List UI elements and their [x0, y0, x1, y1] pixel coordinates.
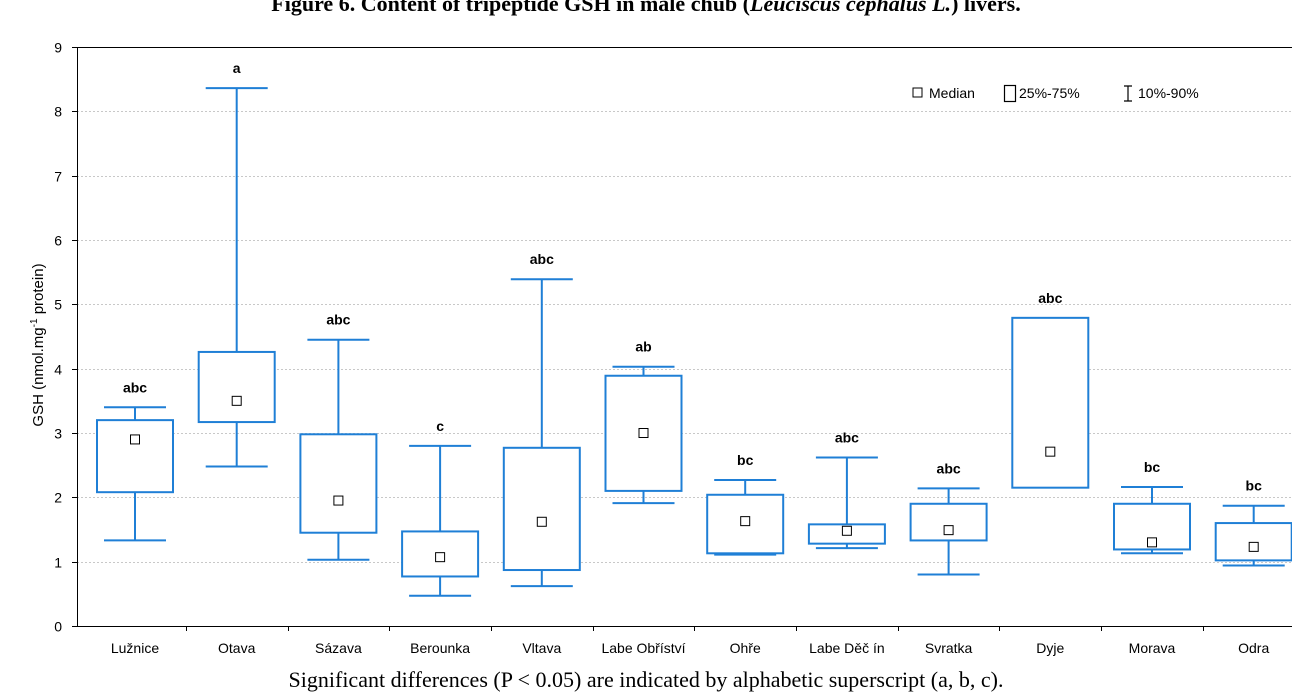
y-axis-title-tail: protein) [30, 263, 47, 318]
significance-label: c [436, 418, 444, 434]
significance-label: ab [635, 339, 651, 355]
significance-label: abc [1038, 290, 1062, 306]
box-iqr [1214, 522, 1292, 562]
significance-label: bc [1246, 478, 1263, 494]
box-iqr [96, 419, 174, 494]
labels: 0123456789LužniceabcOtavaaSázavaabcBerou… [54, 40, 1269, 657]
median-marker [740, 516, 751, 527]
y-tick-label: 0 [54, 619, 62, 635]
significance-label: abc [326, 312, 350, 328]
median-marker [943, 525, 954, 536]
figure-title: Figure 6. Content of tripeptide GSH in m… [0, 0, 1292, 17]
figure-title-prefix: Figure 6. Content of tripeptide GSH in m… [271, 0, 750, 16]
y-axis-title: GSH (nmol.mg-1 protein) [29, 263, 47, 426]
significance-label: bc [737, 452, 754, 468]
legend-box-label: 25%-75% [1019, 85, 1080, 101]
y-tick-label: 7 [54, 169, 62, 185]
y-axis-title-sup: -1 [29, 318, 40, 327]
y-tick-label: 4 [54, 362, 62, 378]
figure-caption: Significant differences (P < 0.05) are i… [288, 667, 1004, 692]
box-iqr [197, 350, 276, 424]
median-marker [536, 516, 547, 527]
median-marker [638, 428, 649, 438]
legend-median-symbol [912, 87, 923, 98]
median-marker [1045, 446, 1056, 457]
x-tick-label: Dyje [1036, 640, 1064, 656]
y-tick-label: 5 [54, 297, 62, 313]
y-tick-label: 2 [54, 490, 62, 506]
median-marker [1147, 537, 1157, 548]
box-iqr [502, 446, 581, 572]
legend-median-label: Median [929, 85, 975, 101]
gridlines [77, 47, 1292, 563]
boxes [96, 87, 1292, 597]
axes [72, 47, 1292, 631]
box-iqr [299, 433, 378, 534]
box-plot-chart: 0123456789LužniceabcOtavaaSázavaabcBerou… [29, 40, 1292, 657]
figure-title-suffix: ) livers. [951, 0, 1021, 16]
legend: Median 25%-75% 10%-90% [912, 84, 1199, 103]
median-marker [841, 525, 852, 536]
significance-label: bc [1144, 459, 1161, 475]
median-marker [435, 552, 446, 563]
legend-whisker-label: 10%-90% [1138, 85, 1199, 101]
x-tick-label: Lužnice [111, 640, 159, 656]
median-marker [231, 395, 242, 406]
x-tick-label: Sázava [315, 640, 362, 656]
significance-label: abc [123, 379, 147, 395]
y-tick-label: 1 [54, 555, 62, 571]
median-marker [1248, 541, 1259, 552]
significance-label: abc [835, 429, 859, 445]
median-marker [130, 434, 140, 445]
y-tick-label: 9 [54, 40, 62, 56]
x-tick-label: Otava [218, 640, 256, 656]
x-tick-label: Berounka [410, 640, 470, 656]
significance-label: abc [937, 460, 961, 476]
median-marker [333, 495, 344, 506]
significance-label: a [233, 60, 241, 76]
y-tick-label: 3 [54, 426, 62, 442]
x-tick-label: Vltava [522, 640, 561, 656]
significance-label: abc [530, 251, 554, 267]
x-tick-label: Labe Obříství [601, 640, 685, 656]
x-tick-label: Ohře [730, 640, 761, 656]
x-tick-label: Odra [1238, 640, 1269, 656]
x-tick-label: Labe Děč ín [809, 640, 885, 656]
y-tick-label: 6 [54, 233, 62, 249]
box-iqr [1011, 316, 1090, 489]
legend-box-symbol [1003, 84, 1017, 103]
y-axis-title-main: GSH (nmol.mg [30, 327, 47, 426]
figure-title-species: Leuciscus cephalus L. [750, 0, 952, 16]
legend-whisker-symbol [1124, 85, 1132, 102]
x-tick-label: Svratka [925, 640, 973, 656]
x-tick-label: Morava [1129, 640, 1176, 656]
y-tick-label: 8 [54, 104, 62, 120]
